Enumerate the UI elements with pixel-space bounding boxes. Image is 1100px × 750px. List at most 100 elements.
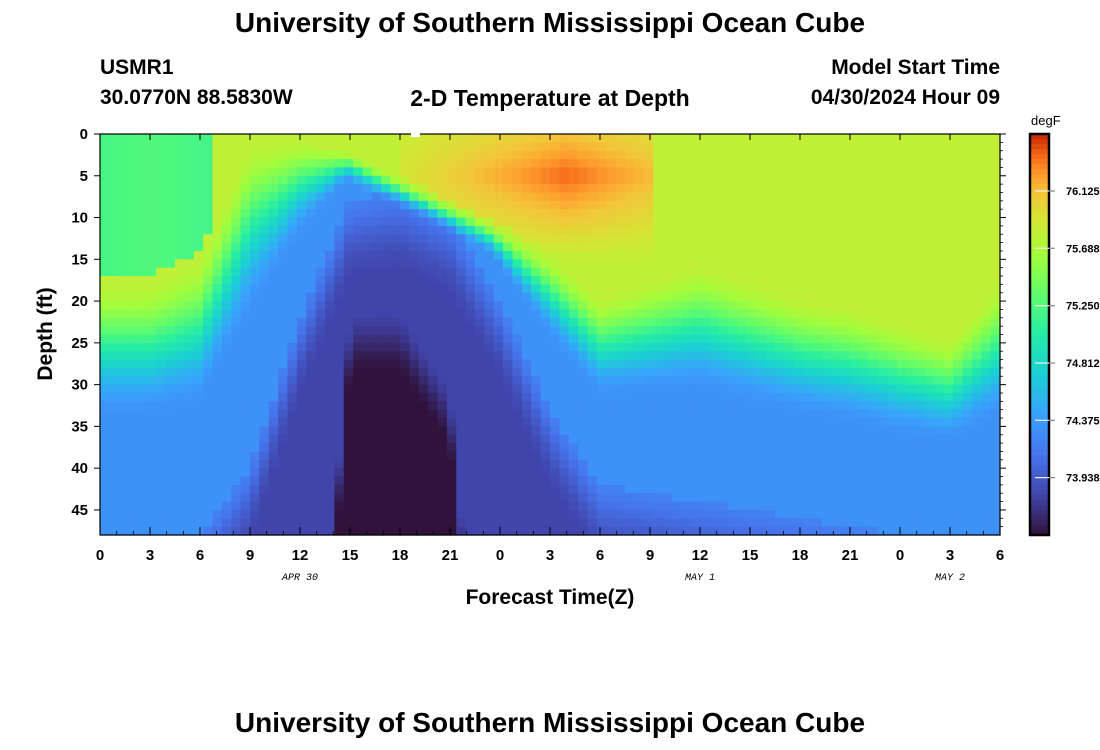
heatmap-cell xyxy=(615,250,626,260)
heatmap-cell xyxy=(446,259,457,269)
heatmap-cell xyxy=(746,267,757,277)
heatmap-cell xyxy=(465,392,476,402)
heatmap-cell xyxy=(484,476,495,486)
heatmap-cell xyxy=(625,476,635,486)
heatmap-cell xyxy=(728,518,739,528)
heatmap-cell xyxy=(971,334,982,344)
heatmap-cell xyxy=(887,142,898,152)
heatmap-cell xyxy=(428,234,439,244)
heatmap-cell xyxy=(240,359,251,369)
heatmap-cell xyxy=(831,459,842,469)
heatmap-cell xyxy=(456,526,467,536)
heatmap-cell xyxy=(100,242,110,252)
heatmap-cell xyxy=(540,242,551,252)
heatmap-cell xyxy=(812,459,823,469)
heatmap-cell xyxy=(221,175,232,185)
heatmap-cell xyxy=(700,234,710,244)
heatmap-cell xyxy=(156,326,167,336)
heatmap-cell xyxy=(578,259,589,269)
heatmap-cell xyxy=(906,401,917,411)
heatmap-cell xyxy=(906,250,917,260)
heatmap-cell xyxy=(625,175,635,185)
heatmap-cell xyxy=(428,200,439,210)
heatmap-cell xyxy=(521,376,532,386)
heatmap-cell xyxy=(840,434,851,444)
heatmap-cell xyxy=(343,384,354,394)
heatmap-cell xyxy=(259,142,270,152)
heatmap-cell xyxy=(175,150,185,160)
heatmap-cell xyxy=(587,142,598,152)
heatmap-cell xyxy=(662,493,673,503)
heatmap-cell xyxy=(709,142,720,152)
heatmap-cell xyxy=(503,476,514,486)
heatmap-cell xyxy=(850,259,860,269)
heatmap-cell xyxy=(493,234,504,244)
heatmap-cell xyxy=(212,409,223,419)
heatmap-cell xyxy=(850,326,860,336)
heatmap-cell xyxy=(587,301,598,311)
heatmap-cell xyxy=(334,401,345,411)
heatmap-cell xyxy=(371,284,382,294)
heatmap-cell xyxy=(109,209,120,219)
heatmap-cell xyxy=(512,501,523,511)
heatmap-cell xyxy=(428,309,439,319)
heatmap-cell xyxy=(550,409,560,419)
heatmap-cell xyxy=(400,167,410,177)
heatmap-cell xyxy=(737,309,748,319)
heatmap-cell xyxy=(765,334,776,344)
heatmap-cell xyxy=(765,434,776,444)
heatmap-cell xyxy=(606,217,617,227)
heatmap-cell xyxy=(278,292,289,302)
heatmap-cell xyxy=(137,292,148,302)
heatmap-cell xyxy=(137,418,148,427)
heatmap-cell xyxy=(934,526,945,536)
heatmap-cell xyxy=(896,359,907,369)
heatmap-cell xyxy=(278,359,289,369)
heatmap-cell xyxy=(165,234,176,244)
heatmap-cell xyxy=(606,134,617,143)
heatmap-cell xyxy=(971,167,982,177)
heatmap-cell xyxy=(446,267,457,277)
heatmap-cell xyxy=(231,401,242,411)
heatmap-cell xyxy=(156,443,167,453)
heatmap-cell xyxy=(100,284,110,294)
heatmap-cell xyxy=(831,267,842,277)
heatmap-cell xyxy=(737,225,748,235)
heatmap-cell xyxy=(503,284,514,294)
heatmap-cell xyxy=(550,150,560,160)
heatmap-cell xyxy=(700,376,710,386)
heatmap-cell xyxy=(287,284,298,294)
heatmap-cell xyxy=(831,209,842,219)
heatmap-cell xyxy=(915,476,926,486)
heatmap-cell xyxy=(118,384,129,394)
heatmap-cell xyxy=(587,392,598,402)
heatmap-cell xyxy=(615,418,626,427)
heatmap-cell xyxy=(531,459,542,469)
heatmap-cell xyxy=(278,175,289,185)
heatmap-cell xyxy=(606,501,617,511)
heatmap-cell xyxy=(381,484,392,494)
heatmap-cell xyxy=(315,175,326,185)
heatmap-cell xyxy=(231,242,242,252)
heatmap-cell xyxy=(250,342,260,352)
heatmap-cell xyxy=(981,284,992,294)
colorbar-swatch xyxy=(1030,389,1049,396)
heatmap-cell xyxy=(915,518,926,528)
heatmap-cell xyxy=(643,359,654,369)
heatmap-cell xyxy=(728,192,739,202)
heatmap-cell xyxy=(128,284,139,294)
heatmap-cell xyxy=(353,509,364,519)
heatmap-cell xyxy=(868,142,879,152)
heatmap-cell xyxy=(728,326,739,336)
heatmap-cell xyxy=(934,426,945,436)
heatmap-cell xyxy=(428,359,439,369)
heatmap-cell xyxy=(962,209,973,219)
heatmap-cell xyxy=(531,167,542,177)
heatmap-cell xyxy=(784,518,795,528)
heatmap-cell xyxy=(821,225,832,235)
heatmap-cell xyxy=(643,175,654,185)
heatmap-cell xyxy=(100,443,110,453)
heatmap-cell xyxy=(756,418,767,427)
heatmap-cell xyxy=(371,234,382,244)
heatmap-cell xyxy=(521,434,532,444)
